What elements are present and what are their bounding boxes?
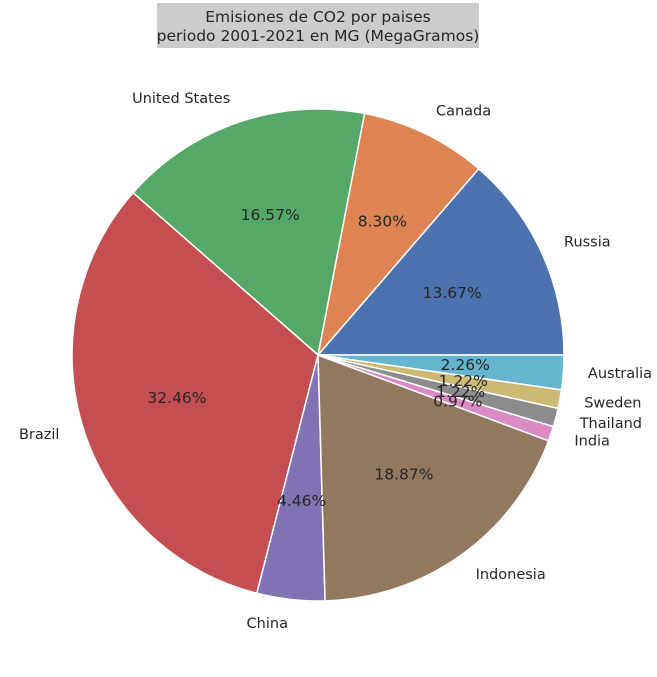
- chart-title: Emisiones de CO2 por paises periodo 2001…: [157, 3, 480, 48]
- pie-percentage-label-canada: 8.30%: [358, 213, 407, 231]
- pie-percentage-labels: 13.67%8.30%16.57%32.46%4.46%18.87%0.97%1…: [147, 206, 489, 510]
- pie-percentage-label-india: 0.97%: [433, 393, 482, 411]
- pie-category-label-united-states: United States: [132, 91, 230, 107]
- pie-category-label-thailand: Thailand: [579, 416, 642, 432]
- pie-percentage-label-australia: 2.26%: [441, 356, 490, 374]
- pie-percentage-label-sweden: 1.22%: [439, 372, 488, 390]
- pie-slice-brazil: [71, 191, 319, 595]
- pie-slice-canada: [316, 112, 480, 358]
- pie-category-label-russia: Russia: [564, 234, 611, 250]
- chart-title-line-1: Emisiones de CO2 por paises: [205, 8, 431, 26]
- pie-percentage-label-indonesia: 18.87%: [374, 465, 433, 483]
- pie-slices: [71, 108, 565, 602]
- pie-category-label-china: China: [247, 616, 288, 632]
- pie-percentage-label-russia: 13.67%: [423, 284, 482, 302]
- pie-category-label-indonesia: Indonesia: [476, 567, 546, 583]
- pie-percentage-label-china: 4.46%: [277, 492, 326, 510]
- pie-percentage-label-brazil: 32.46%: [147, 389, 206, 407]
- pie-slice-australia: [317, 354, 565, 391]
- pie-slice-russia: [316, 167, 565, 356]
- pie-percentage-label-united-states: 16.57%: [241, 206, 300, 224]
- pie-category-label-brazil: Brazil: [19, 427, 59, 443]
- chart-title-line-2: periodo 2001-2021 en MG (MegaGramos): [157, 27, 480, 45]
- pie-category-labels: Russia Canada United States Brazil China Indo…: [19, 91, 652, 632]
- pie-category-label-india: India: [574, 434, 610, 450]
- pie-category-label-canada: Canada: [436, 103, 491, 119]
- pie-slice-indonesia: [317, 353, 550, 602]
- chart-title-box: [157, 3, 479, 48]
- pie-category-label-australia: Australia: [588, 366, 652, 382]
- pie-percentage-label-thailand: 1.22%: [436, 383, 485, 401]
- pie-slice-united-states: [132, 108, 366, 357]
- pie-category-label-sweden: Sweden: [584, 396, 641, 412]
